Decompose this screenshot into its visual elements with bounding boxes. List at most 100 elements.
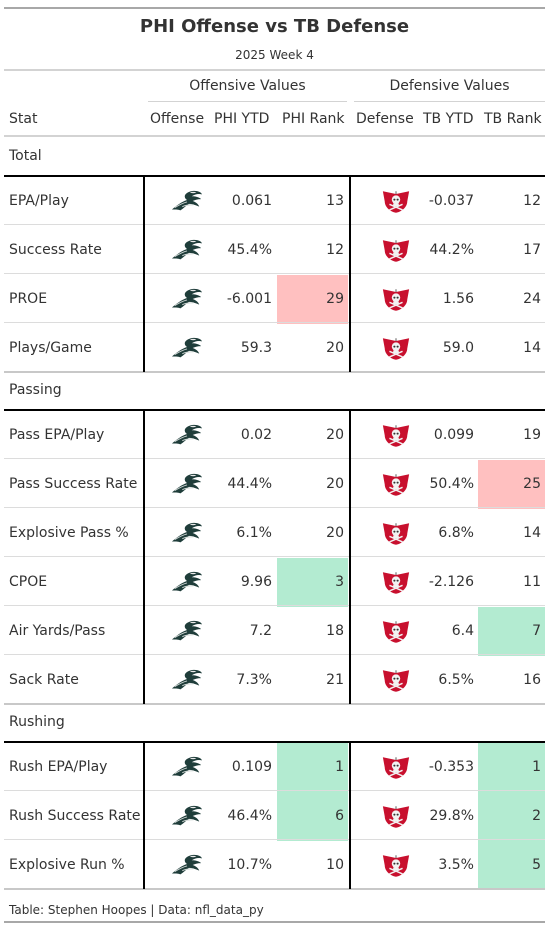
phi-ytd-value: 6.1% [236,525,272,541]
column-header-tb-ytd: TB YTD [423,111,474,127]
tb-rank-value: 7 [532,623,541,639]
stat-label: PROE [9,291,48,307]
phi-ytd-value: 44.4% [227,476,272,492]
phi-rank-value: 3 [335,574,344,590]
tb-rank-value: 25 [523,476,541,492]
buccaneers-flag-logo-icon [381,755,411,780]
stat-label: Pass EPA/Play [9,427,105,443]
phi-rank-value: 20 [326,476,344,492]
column-header-phi-rank: PHI Rank [282,111,345,127]
row-divider [4,654,545,655]
buccaneers-flag-logo-icon [381,336,411,361]
eagle-logo-icon [171,668,203,692]
eagle-logo-icon [171,804,203,828]
tb-ytd-value: -0.037 [428,193,474,209]
phi-rank-value: 18 [326,623,344,639]
group-top-rule [4,175,545,177]
column-header-divider [4,135,545,137]
tb-rank-value: 14 [523,340,541,356]
stat-label: Pass Success Rate [9,476,138,492]
table-subtitle: 2025 Week 4 [235,48,314,62]
source-note: Table: Stephen Hoopes | Data: nfl_data_p… [9,903,264,917]
tb-rank-value: 1 [532,759,541,775]
eagle-logo-icon [171,521,203,545]
table-row: PROE -6.001 29 1.56 24 [4,275,545,324]
stat-label: EPA/Play [9,193,69,209]
row-divider [4,507,545,508]
tb-rank-value: 2 [532,808,541,824]
row-divider [4,839,545,840]
phi-ytd-value: 46.4% [227,808,272,824]
phi-rank-highlight [277,743,348,792]
defensive-spanner-rule [354,101,545,102]
phi-ytd-value: 10.7% [227,857,272,873]
column-header-offense: Offense [150,111,205,127]
buccaneers-flag-logo-icon [381,472,411,497]
stat-label: CPOE [9,574,48,590]
buccaneers-flag-logo-icon [381,238,411,263]
row-divider [4,371,545,373]
phi-rank-value: 10 [326,857,344,873]
stat-label: Rush EPA/Play [9,759,108,775]
group-label-rushing: Rushing [9,714,65,730]
phi-rank-value: 6 [335,808,344,824]
phi-rank-value: 1 [335,759,344,775]
table-row: CPOE 9.96 3 -2.126 11 [4,558,545,607]
row-divider [4,605,545,606]
buccaneers-flag-logo-icon [381,423,411,448]
table-row: Plays/Game 59.3 20 59.0 14 [4,324,545,373]
row-divider [4,224,545,225]
tb-ytd-value: 6.5% [438,672,474,688]
tb-rank-value: 17 [523,242,541,258]
phi-ytd-value: 59.3 [240,340,272,356]
column-header-tb-rank: TB Rank [484,111,542,127]
column-header-phi-ytd: PHI YTD [214,111,270,127]
eagle-logo-icon [171,189,203,213]
phi-rank-value: 13 [326,193,344,209]
stat-label: Success Rate [9,242,102,258]
phi-rank-value: 12 [326,242,344,258]
row-divider [4,273,545,274]
table-row: Pass EPA/Play 0.02 20 0.099 19 [4,411,545,460]
tb-rank-value: 12 [523,193,541,209]
column-header-stat: Stat [9,111,38,127]
offense-column-divider [143,409,145,704]
tb-ytd-value: -2.126 [428,574,474,590]
tb-ytd-value: -0.353 [428,759,474,775]
eagle-logo-icon [171,423,203,447]
phi-ytd-value: 45.4% [227,242,272,258]
tb-rank-highlight [478,792,545,841]
tb-ytd-value: 6.8% [438,525,474,541]
phi-rank-value: 20 [326,427,344,443]
table-row: Rush Success Rate 46.4% 6 29.8% 2 [4,792,545,841]
offensive-values-spanner: Offensive Values [189,78,306,94]
table-row: Explosive Run % 10.7% 10 3.5% 5 [4,841,545,890]
group-top-rule [4,741,545,743]
tb-ytd-value: 0.099 [433,427,474,443]
tb-ytd-value: 50.4% [429,476,474,492]
table-row: Explosive Pass % 6.1% 20 6.8% 14 [4,509,545,558]
eagle-logo-icon [171,472,203,496]
row-divider [4,888,545,890]
defense-column-divider [349,409,351,704]
phi-ytd-value: -6.001 [226,291,272,307]
phi-rank-value: 20 [326,340,344,356]
table-title: PHI Offense vs TB Defense [139,16,410,37]
buccaneers-flag-logo-icon [381,570,411,595]
eagle-logo-icon [171,853,203,877]
phi-ytd-value: 7.2 [249,623,272,639]
eagle-logo-icon [171,570,203,594]
column-header-defense: Defense [356,111,414,127]
eagle-logo-icon [171,287,203,311]
tb-rank-value: 19 [523,427,541,443]
stat-label: Explosive Pass % [9,525,129,541]
defense-column-divider [349,175,351,372]
stat-label: Rush Success Rate [9,808,141,824]
phi-rank-value: 20 [326,525,344,541]
buccaneers-flag-logo-icon [381,668,411,693]
buccaneers-flag-logo-icon [381,521,411,546]
phi-ytd-value: 0.061 [231,193,272,209]
defensive-values-spanner: Defensive Values [389,78,510,94]
phi-ytd-value: 9.96 [240,574,272,590]
offense-column-divider [143,175,145,372]
